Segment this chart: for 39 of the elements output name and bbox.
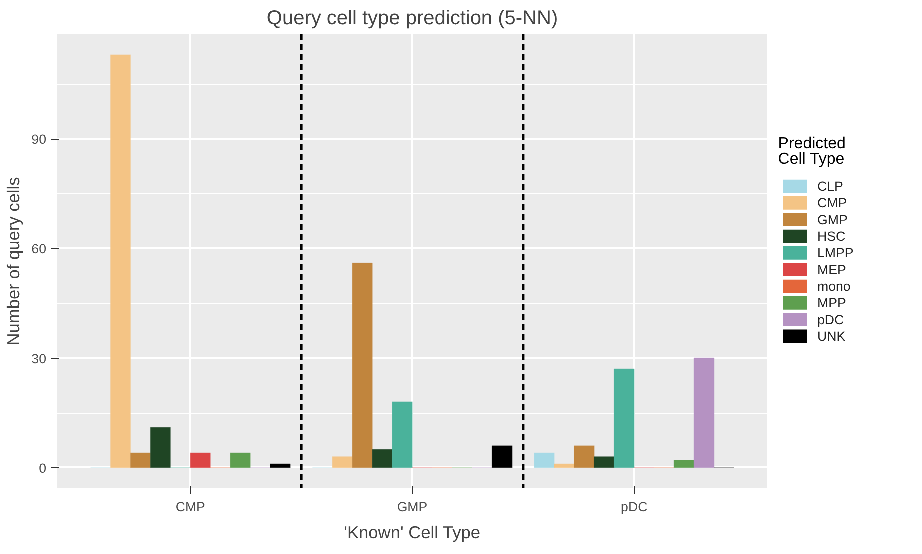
legend-label: MPP — [818, 296, 846, 311]
bar — [332, 456, 354, 468]
bar — [574, 445, 595, 468]
y-tick-label: 0 — [39, 460, 47, 476]
y-axis-title: Number of query cells — [4, 176, 24, 346]
chart-title: Query cell type prediction (5-NN) — [266, 8, 558, 30]
legend-label: mono — [818, 278, 851, 294]
y-tick-label: 60 — [32, 242, 47, 257]
legend-label: UNK — [818, 328, 846, 344]
x-axis-title: 'Known' Cell Type — [344, 522, 481, 542]
bar — [614, 368, 635, 468]
legend-label: GMP — [818, 212, 848, 228]
bar — [110, 54, 132, 468]
bar — [372, 449, 394, 468]
legend-label: MEP — [818, 262, 846, 278]
bar — [534, 452, 555, 468]
bar — [492, 445, 513, 468]
legend-label: LMPP — [818, 246, 854, 261]
y-tick-label: 30 — [32, 351, 47, 366]
bar — [270, 464, 291, 468]
x-tick-label: GMP — [397, 500, 428, 514]
bar — [594, 456, 615, 468]
y-tick-label: 90 — [32, 132, 47, 148]
bar — [352, 262, 374, 468]
legend-label: CLP — [818, 179, 844, 194]
legend-label: pDC — [818, 312, 845, 328]
legend-title: Predicted Cell Type — [778, 135, 846, 168]
bar — [554, 464, 575, 468]
bar — [190, 452, 212, 468]
bar — [150, 427, 172, 468]
x-tick-label: pDC — [621, 500, 648, 514]
bar — [674, 460, 695, 468]
legend-label: CMP — [818, 196, 848, 211]
bar — [392, 402, 413, 468]
bar — [230, 452, 252, 468]
legend-label: HSC — [818, 229, 846, 244]
bar — [130, 452, 152, 468]
bar — [694, 358, 715, 468]
x-tick-label: CMP — [176, 500, 206, 514]
